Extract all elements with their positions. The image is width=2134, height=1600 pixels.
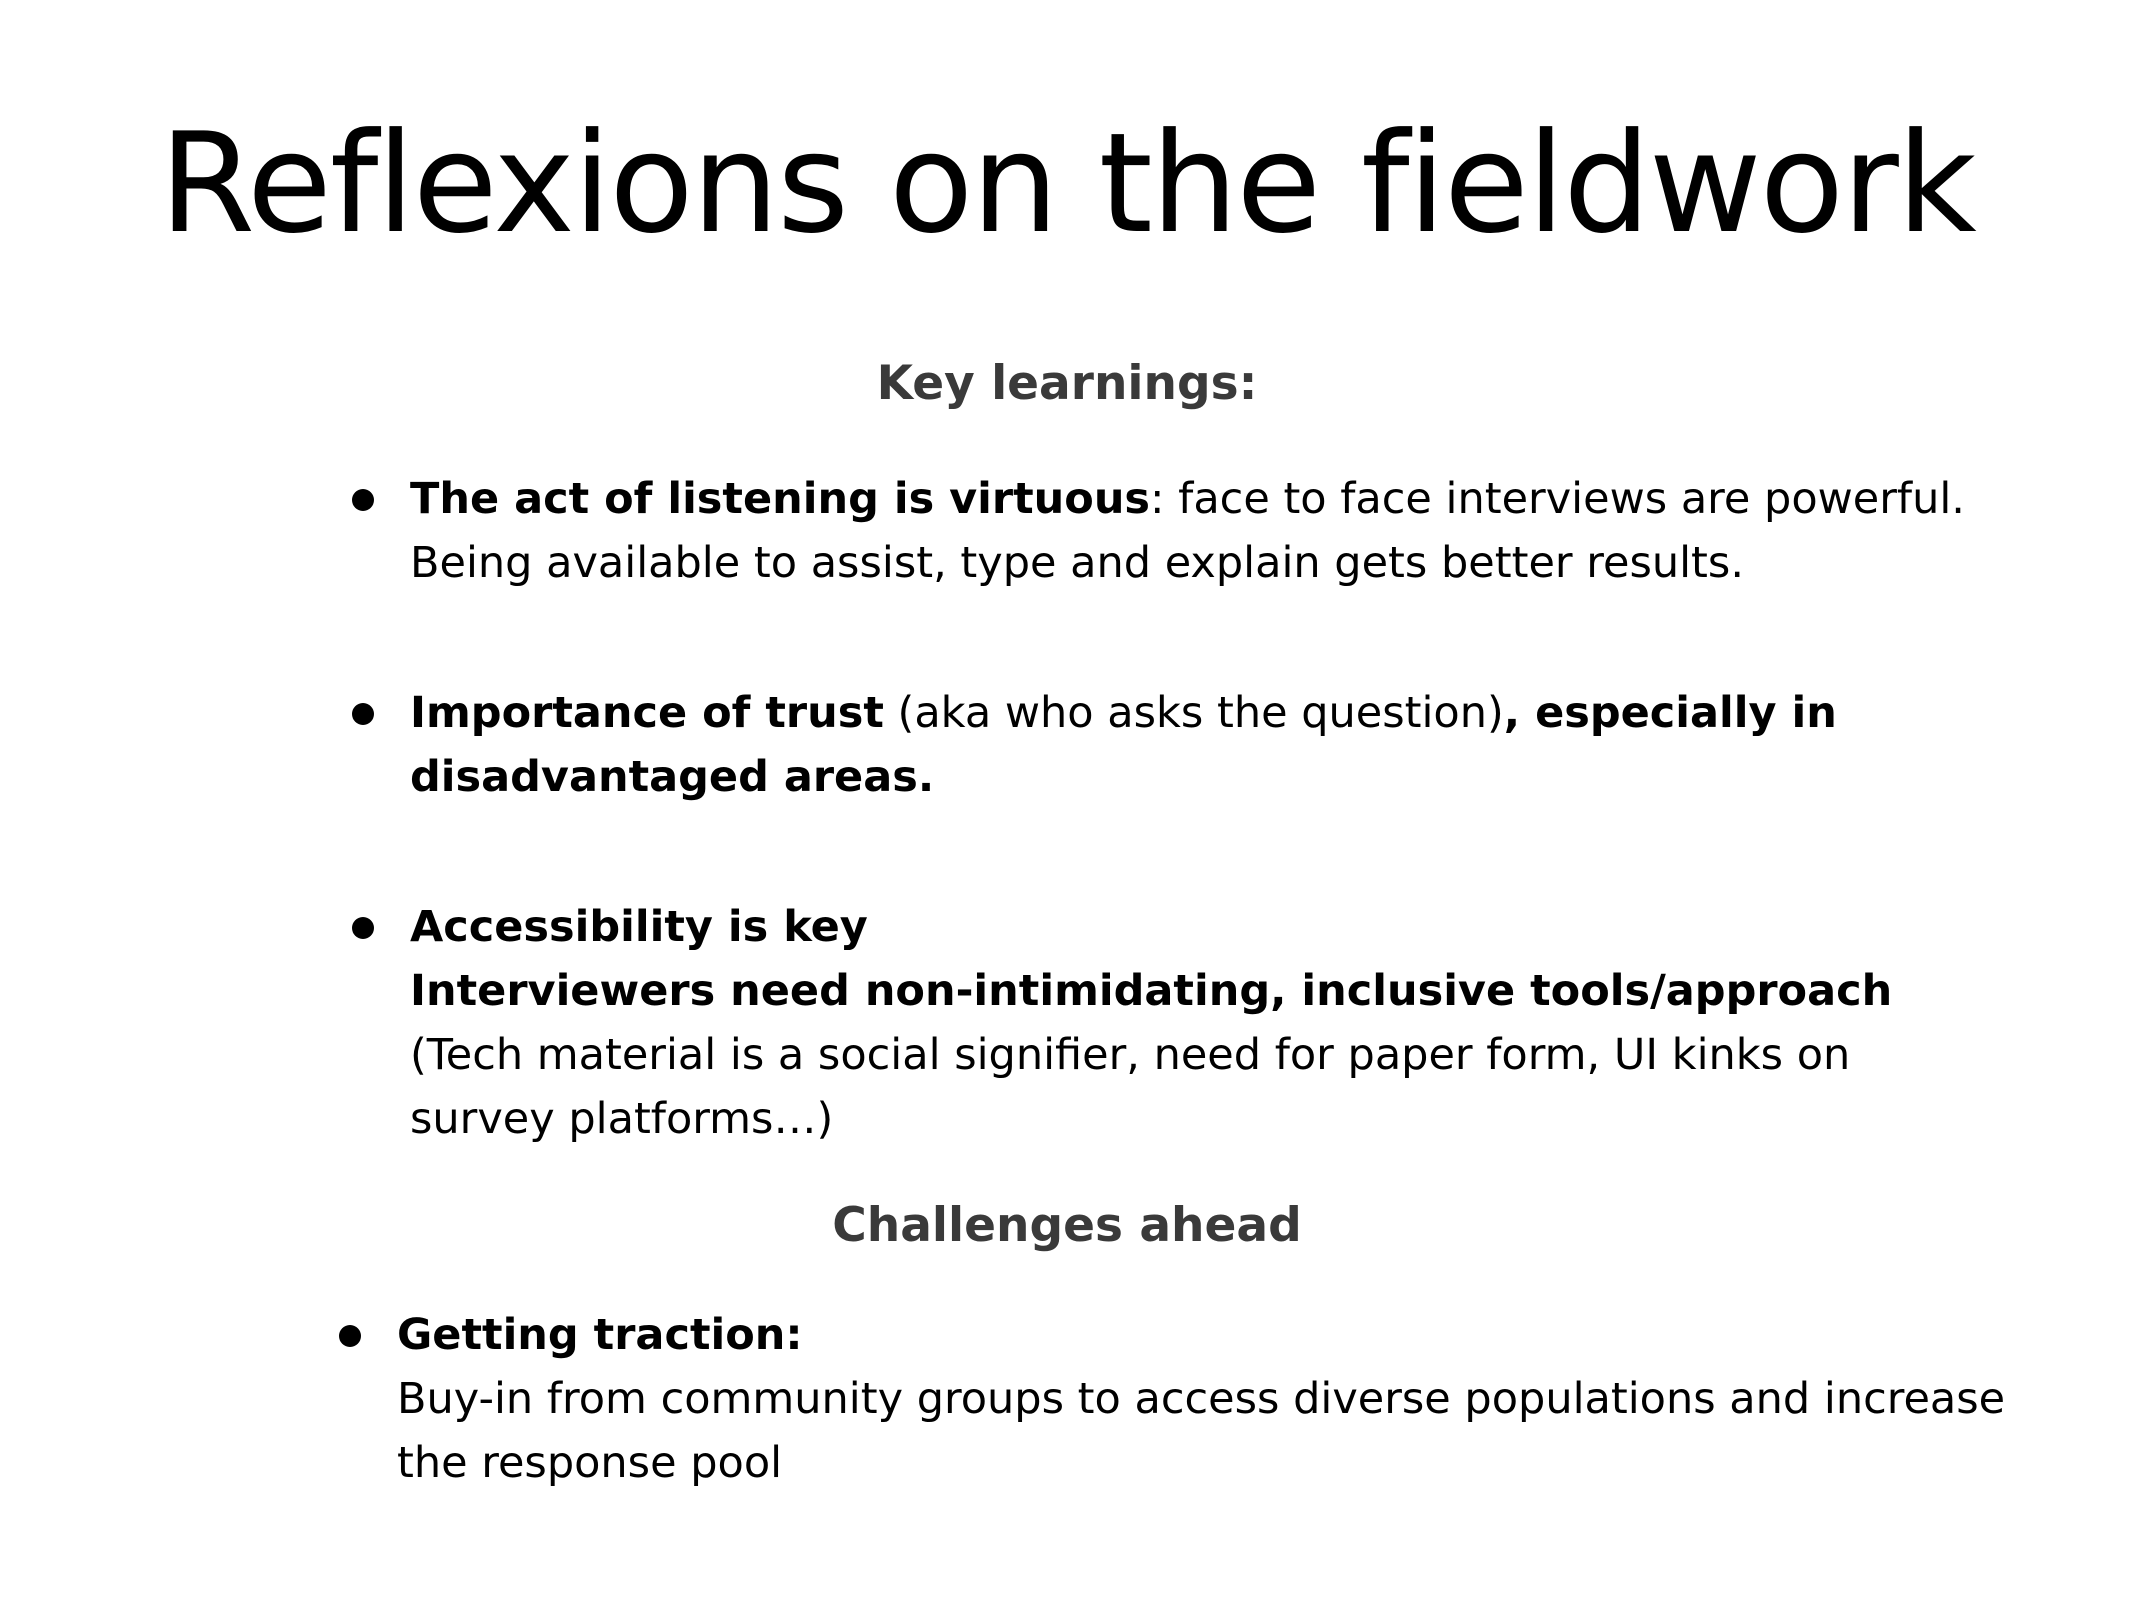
key-learning-text: (aka who asks the question) [883, 688, 1504, 738]
key-learning-item: Accessibility is key Interviewers need n… [352, 895, 1990, 1151]
bullet-icon [339, 1325, 361, 1347]
key-learning-text: survey platforms…) [410, 1094, 834, 1144]
key-learning-bold-line: Interviewers need non-intimidating, incl… [410, 966, 1893, 1016]
key-learning-item: Importance of trust (aka who asks the qu… [352, 681, 1990, 809]
key-learning-line: Importance of trust (aka who asks the qu… [410, 681, 1990, 745]
key-learning-text: : face to face interviews are powerful. [1150, 474, 1965, 524]
bullet-icon [352, 489, 374, 511]
key-learning-bold-tail: disadvantaged areas. [410, 752, 935, 802]
challenge-item: Getting traction: Buy-in from community … [339, 1303, 2006, 1495]
slide-title: Reflexions on the fieldwork [159, 103, 1976, 264]
key-learning-item: The act of listening is virtuous: face t… [352, 467, 1990, 595]
key-learning-text: Being available to assist, type and expl… [410, 538, 1744, 588]
key-learning-bold-lead: Accessibility is key [410, 902, 868, 952]
key-learning-bold-lead: Importance of trust [410, 688, 884, 738]
key-learning-bold-tail: , especially in [1503, 688, 1837, 738]
challenge-bold-lead: Getting traction: [397, 1310, 803, 1360]
key-learning-bold-lead: The act of listening is virtuous [410, 474, 1151, 524]
key-learning-line: The act of listening is virtuous: face t… [410, 467, 1990, 531]
challenges-heading: Challenges ahead [832, 1198, 1302, 1253]
bullet-icon [352, 703, 374, 725]
bullet-icon [352, 917, 374, 939]
key-learning-text: (Tech material is a social signifier, ne… [410, 1030, 1851, 1080]
key-learnings-heading: Key learnings: [876, 356, 1258, 411]
challenge-text: Buy-in from community groups to access d… [397, 1374, 2006, 1424]
challenge-text: the response pool [397, 1438, 783, 1488]
